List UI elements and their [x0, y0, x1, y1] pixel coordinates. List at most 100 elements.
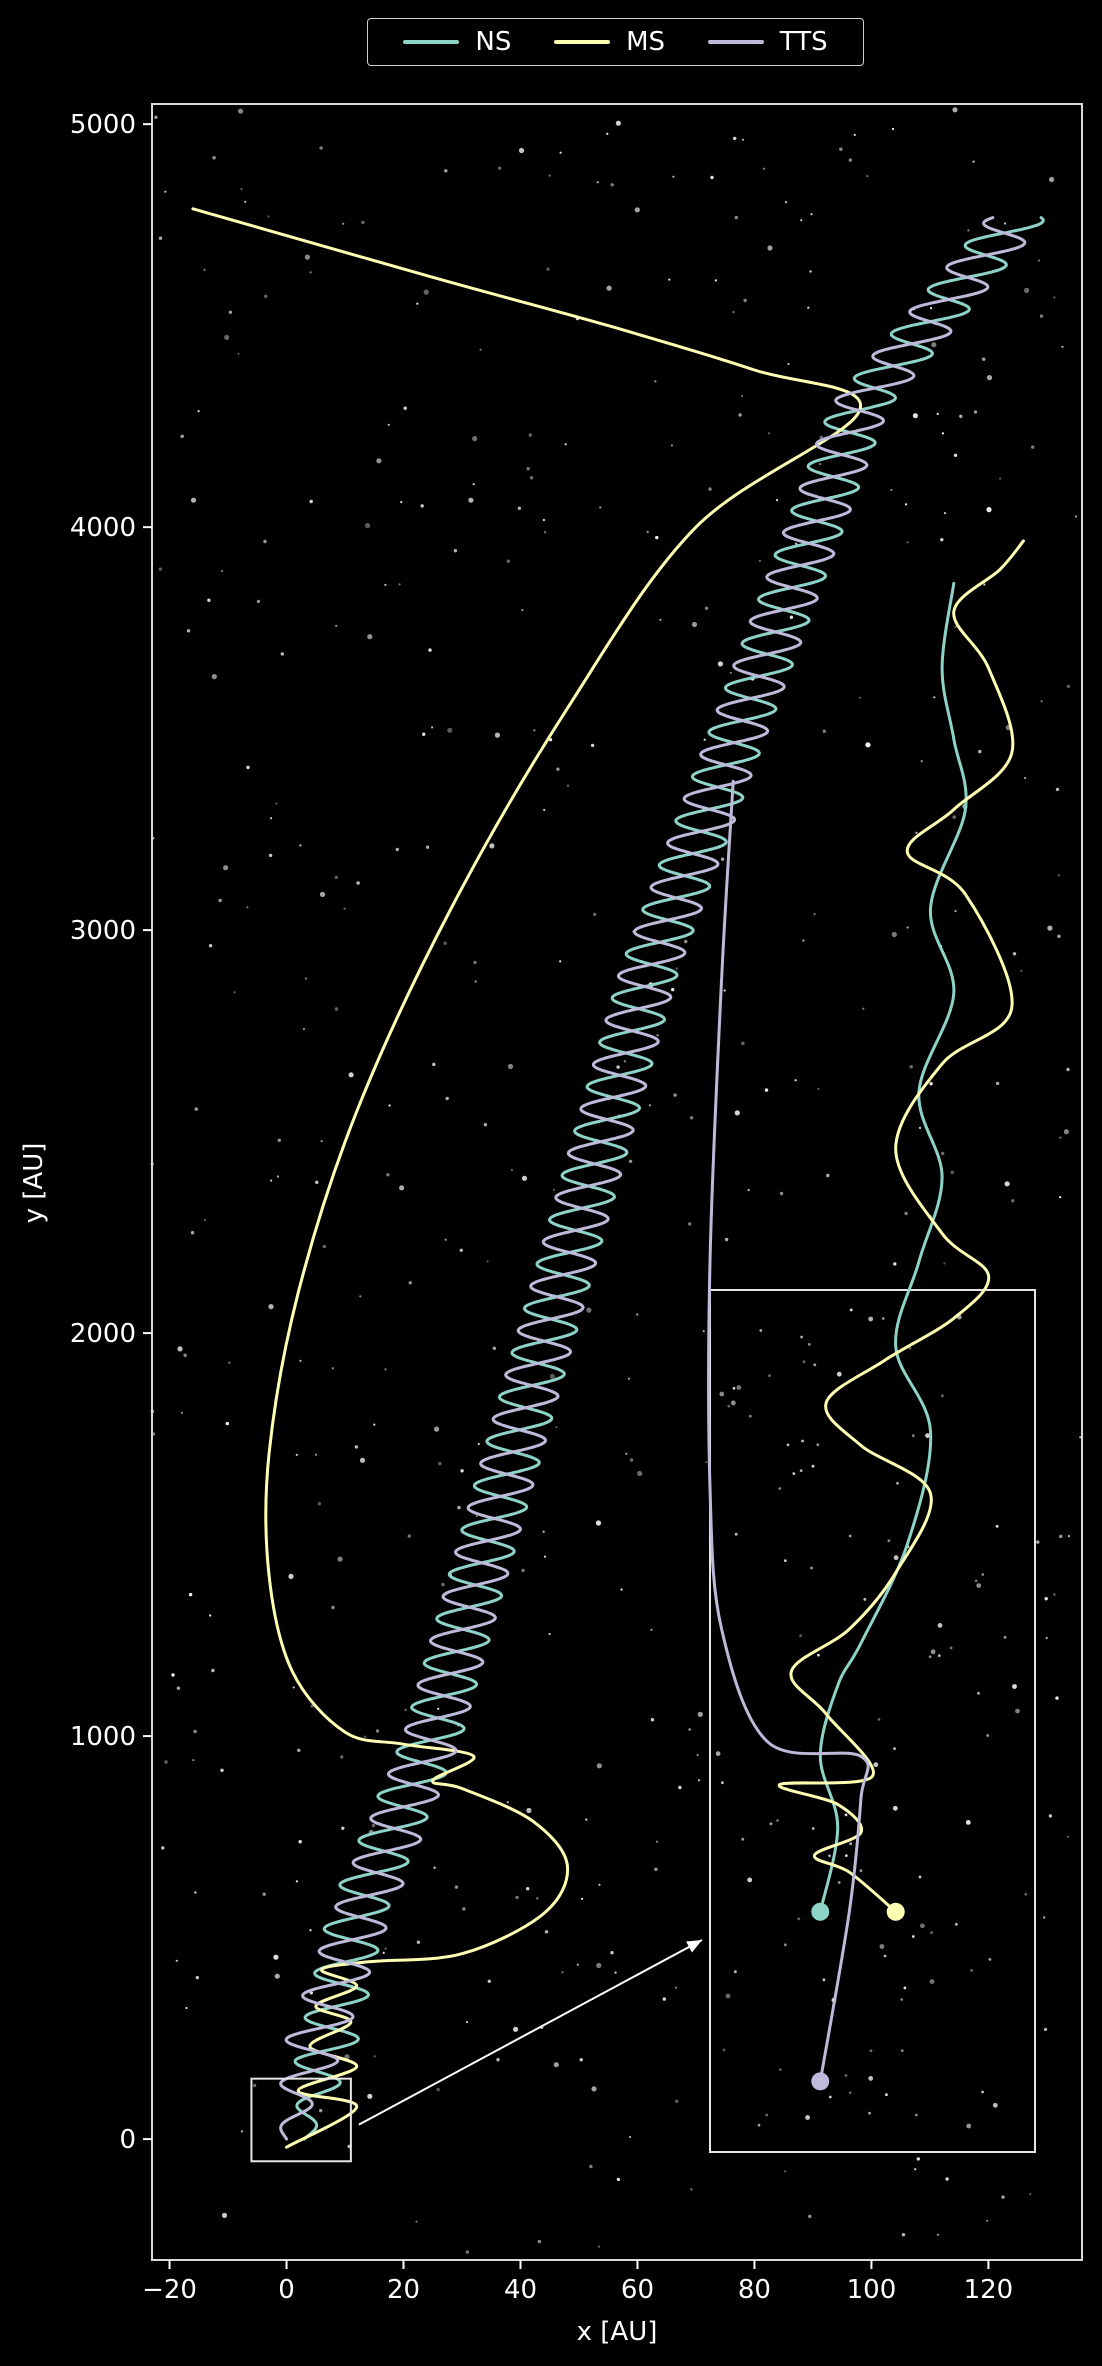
star: [526, 1807, 532, 1814]
star: [1059, 1136, 1062, 1139]
star: [292, 1686, 295, 1689]
star: [953, 453, 958, 457]
star: [590, 743, 595, 748]
star: [477, 1442, 480, 1446]
star: [795, 542, 798, 545]
star: [1067, 1835, 1070, 1838]
star: [238, 108, 244, 114]
y-tick-label: 3000: [70, 916, 136, 946]
star: [544, 1930, 549, 1934]
star: [428, 648, 432, 652]
inset-star: [868, 2111, 871, 2115]
inset-star: [805, 2115, 810, 2120]
star: [904, 503, 908, 506]
inset-star: [822, 1978, 826, 1982]
inset-star: [837, 1881, 841, 1884]
star: [384, 1368, 387, 1371]
star: [1061, 345, 1064, 348]
star: [208, 944, 213, 948]
star: [606, 285, 612, 291]
star: [1036, 1540, 1040, 1544]
star: [552, 1188, 556, 1191]
star: [943, 511, 947, 515]
star: [813, 913, 816, 916]
star: [203, 268, 206, 271]
star: [548, 174, 551, 177]
axes-layer: −20 0 20 40 60 80 100 120 0 1000 2000 3000 4000 5000: [70, 110, 1013, 2305]
star: [999, 477, 1002, 480]
star: [521, 609, 524, 612]
star: [717, 661, 724, 667]
star: [1043, 1916, 1046, 1919]
inset-star: [896, 1481, 899, 1485]
inset-star: [848, 1534, 852, 1538]
inset-star: [811, 1464, 815, 1468]
star: [264, 294, 268, 298]
star: [702, 1330, 705, 1333]
star: [906, 926, 909, 929]
star: [154, 115, 158, 120]
inset-star: [955, 1922, 958, 1926]
star: [610, 1951, 614, 1955]
star: [262, 1892, 266, 1896]
zoom-arrow-head: [686, 1940, 702, 1953]
star: [537, 2239, 542, 2244]
star: [437, 1707, 440, 1710]
x-tick-label: −20: [142, 2275, 197, 2305]
star: [407, 1534, 411, 1538]
star: [674, 1986, 678, 1989]
star: [288, 1573, 294, 1579]
star: [320, 1140, 323, 1143]
star: [691, 621, 698, 628]
inset-star: [741, 1837, 745, 1841]
star: [1044, 1597, 1048, 1601]
star: [672, 175, 675, 178]
inset-star: [778, 2068, 782, 2072]
star: [317, 1502, 322, 1506]
star: [614, 1971, 617, 1974]
star: [732, 311, 735, 314]
star: [675, 2099, 679, 2103]
x-tick-label: 100: [847, 2275, 897, 2305]
star: [161, 1846, 165, 1850]
star: [623, 1060, 627, 1063]
star: [322, 1244, 326, 1249]
star: [1057, 934, 1061, 938]
legend-swatch-tts: [707, 40, 764, 44]
star: [1053, 296, 1056, 299]
star: [697, 1779, 701, 1782]
star: [207, 598, 211, 602]
star: [343, 907, 346, 910]
star: [684, 939, 688, 944]
star: [228, 1361, 231, 1364]
star: [1075, 515, 1078, 518]
star: [986, 375, 993, 381]
inset-star: [908, 1346, 912, 1350]
star: [486, 1260, 489, 1263]
star: [197, 410, 200, 413]
inset-star: [873, 1762, 879, 1768]
inset-marker-tts: [811, 2072, 830, 2091]
star: [416, 302, 419, 305]
star: [616, 2177, 621, 2182]
inset-star: [859, 1869, 863, 1873]
star: [298, 1840, 302, 1844]
star: [171, 1673, 175, 1677]
star: [941, 1151, 945, 1156]
star: [768, 432, 771, 435]
star: [479, 348, 482, 351]
star: [576, 1963, 579, 1966]
star: [193, 1729, 197, 1734]
star: [542, 1530, 545, 1533]
star: [468, 497, 474, 503]
star: [489, 843, 495, 849]
star: [223, 865, 229, 871]
star: [342, 222, 345, 225]
star: [808, 2214, 812, 2219]
star: [1053, 1593, 1056, 1596]
star: [1004, 1181, 1010, 1187]
star: [536, 1897, 539, 1900]
star: [506, 1801, 509, 1804]
star: [901, 2233, 906, 2237]
star: [559, 151, 562, 154]
